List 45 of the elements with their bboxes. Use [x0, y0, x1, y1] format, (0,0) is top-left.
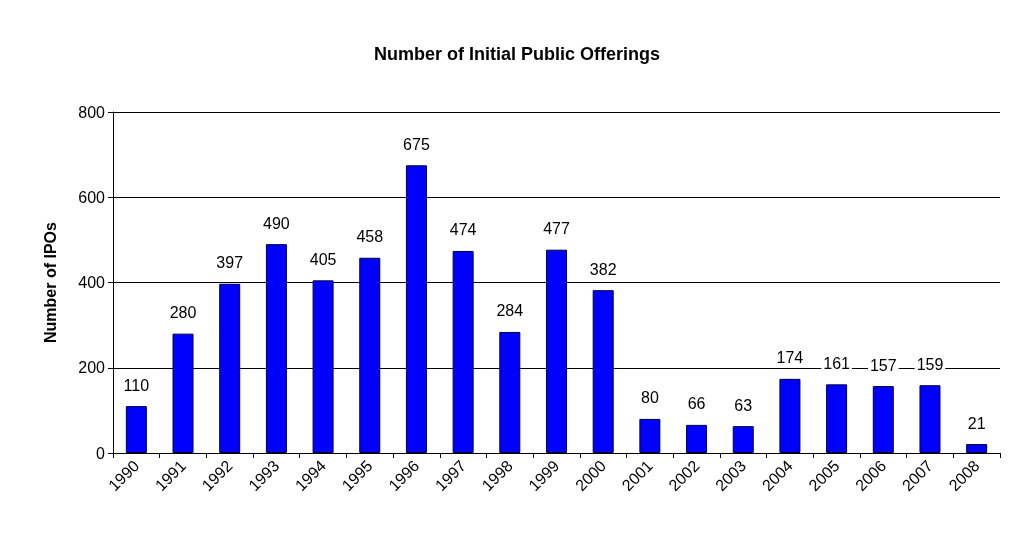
y-tick-label: 600: [78, 188, 106, 206]
data-label: 80: [640, 389, 659, 407]
data-label: 284: [496, 302, 524, 320]
bar: [732, 426, 754, 453]
bar: [639, 418, 661, 453]
data-label: 66: [687, 395, 706, 413]
y-tick-label: 800: [78, 103, 106, 121]
data-label: 21: [967, 414, 986, 432]
y-tick-label: 200: [78, 359, 106, 377]
y-axis-title: Number of IPOs: [41, 221, 59, 343]
data-label: 157: [869, 356, 897, 374]
bar: [219, 283, 241, 453]
bar: [359, 257, 381, 453]
data-label: 110: [123, 376, 150, 394]
bar: [312, 280, 334, 453]
bar: [686, 424, 708, 453]
y-tick-label: 400: [78, 274, 106, 291]
data-label: 474: [449, 221, 477, 239]
data-label: 159: [916, 355, 944, 373]
bar: [546, 249, 567, 453]
bar: [966, 444, 988, 453]
data-label: 382: [589, 260, 617, 278]
bar: [499, 331, 521, 453]
bar: [405, 165, 427, 453]
data-label: 477: [543, 220, 570, 238]
chart-title: Number of Initial Public Offerings: [373, 44, 661, 64]
bar: [872, 386, 894, 453]
bar: [826, 384, 848, 453]
bar: [452, 250, 474, 453]
bar: [265, 244, 287, 453]
bar: [779, 378, 801, 453]
data-label: 490: [263, 214, 290, 232]
data-label: 161: [823, 354, 851, 372]
data-label: 174: [776, 349, 804, 367]
data-label: 280: [169, 304, 197, 322]
data-label: 397: [216, 254, 244, 272]
bar: [125, 406, 147, 453]
bar: [172, 333, 194, 453]
y-tick-label: 0: [96, 444, 106, 462]
bar: [919, 385, 941, 453]
data-label: 405: [309, 250, 337, 268]
bar: [592, 290, 614, 453]
data-label: 458: [356, 228, 384, 246]
data-label: 63: [734, 396, 753, 414]
data-label: 675: [403, 135, 430, 153]
